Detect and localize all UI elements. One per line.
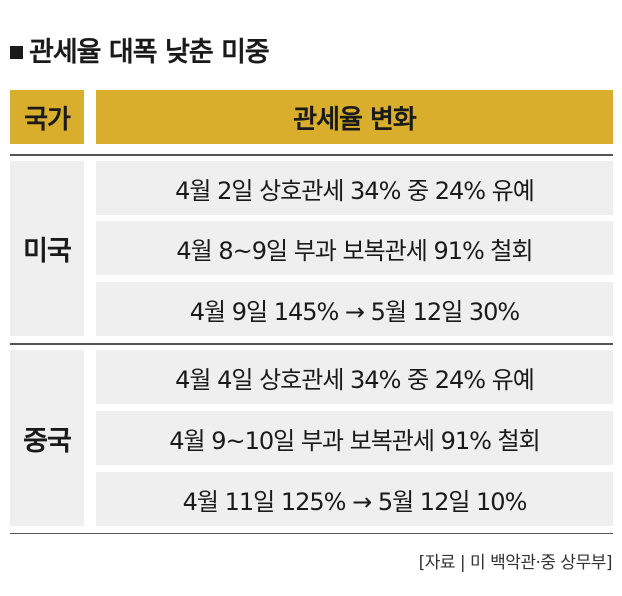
divider-top	[10, 154, 613, 156]
country-cell-us: 미국	[10, 161, 84, 336]
table-row: 4월 2일 상호관세 34% 중 24% 유예	[96, 161, 613, 215]
country-cell-china: 중국	[10, 350, 84, 526]
square-bullet-icon	[10, 46, 23, 59]
table-row: 4월 9~10일 부과 보복관세 91% 철회	[96, 411, 613, 465]
page-title-text: 관세율 대폭 낮춘 미중	[29, 37, 270, 68]
divider-middle	[10, 343, 613, 345]
page-title: 관세율 대폭 낮춘 미중	[10, 30, 270, 69]
source-note: [자료 | 미 백악관·중 상무부]	[418, 553, 613, 573]
table-row: 4월 11일 125% → 5월 12일 10%	[96, 472, 613, 526]
table-row: 4월 9일 145% → 5월 12일 30%	[96, 282, 613, 336]
header-tariff-change: 관세율 변화	[96, 90, 613, 144]
table-row: 4월 4일 상호관세 34% 중 24% 유예	[96, 350, 613, 404]
header-country: 국가	[10, 90, 84, 144]
table-row: 4월 8~9일 부과 보복관세 91% 철회	[96, 221, 613, 275]
divider-bottom	[10, 533, 613, 534]
